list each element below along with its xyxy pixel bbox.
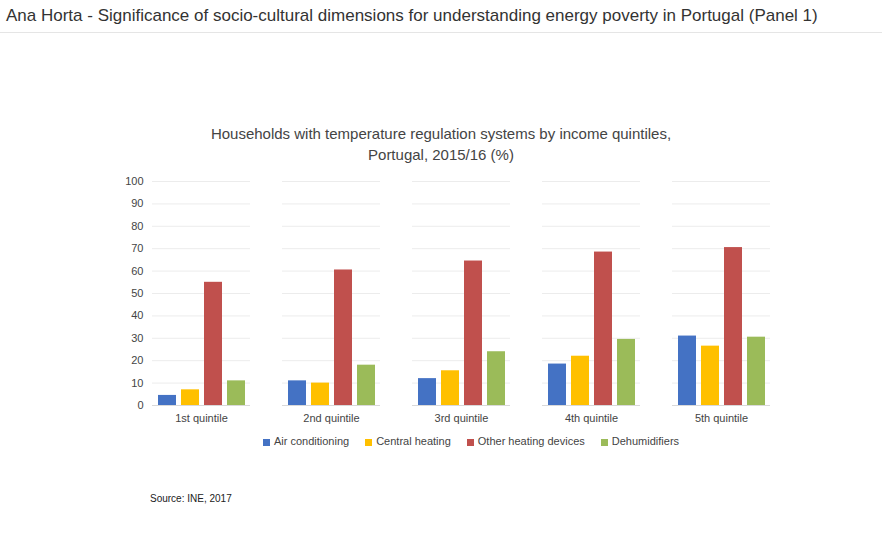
- svg-text:2nd quintile: 2nd quintile: [303, 412, 359, 424]
- svg-text:1st quintile: 1st quintile: [175, 412, 228, 424]
- html-text:Central heating: Central heating: [376, 435, 451, 447]
- svg-text:3rd quintile: 3rd quintile: [435, 412, 489, 424]
- html-text:Households with temperature re: Households with temperature regulation s…: [210, 125, 672, 163]
- svg-text:70: 70: [131, 242, 143, 254]
- svg-text:50: 50: [131, 287, 143, 299]
- html-text:Dehumidifiers: Dehumidifiers: [611, 435, 679, 447]
- svg-text:4th quintile: 4th quintile: [565, 412, 618, 424]
- svg-text:90: 90: [131, 197, 143, 209]
- svg-text:0: 0: [137, 399, 143, 411]
- html-text:Ana Horta - Significance of so: Ana Horta - Significance of socio-cultur…: [6, 6, 818, 25]
- svg-text:30: 30: [131, 332, 143, 344]
- svg-text:20: 20: [131, 354, 143, 366]
- svg-text:60: 60: [131, 265, 143, 277]
- svg-text:10: 10: [131, 377, 143, 389]
- svg-text:100: 100: [125, 175, 143, 187]
- svg-text:40: 40: [131, 309, 143, 321]
- svg-text:5th quintile: 5th quintile: [695, 412, 748, 424]
- svg-text:80: 80: [131, 220, 143, 232]
- html-text:Source: INE, 2017: Source: INE, 2017: [150, 493, 232, 504]
- html-text:Other heating devices: Other heating devices: [477, 435, 585, 447]
- html-text:Air conditioning: Air conditioning: [274, 435, 350, 447]
